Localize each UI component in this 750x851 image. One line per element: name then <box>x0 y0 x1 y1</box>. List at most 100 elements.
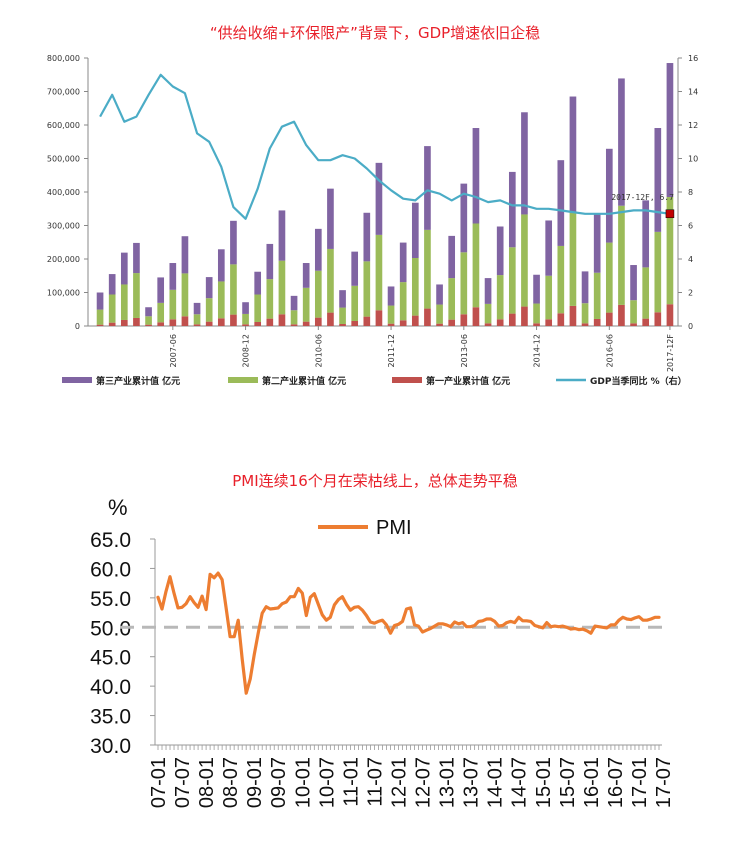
bar-tertiary <box>411 202 419 258</box>
left-tick-label: 700,000 <box>47 88 80 97</box>
bar-tertiary <box>339 290 346 308</box>
bar-tertiary <box>217 249 225 282</box>
left-tick-label: 200,000 <box>47 255 80 264</box>
bar-primary <box>96 324 104 326</box>
bar-secondary <box>205 298 213 322</box>
bar-tertiary <box>545 220 553 276</box>
bar-secondary <box>145 316 152 325</box>
bar-primary <box>145 324 152 326</box>
bar-secondary <box>242 313 249 325</box>
x-tick-label: 12-07 <box>413 757 435 808</box>
x-tick-label: 16-01 <box>581 757 603 808</box>
bar-tertiary <box>460 183 468 253</box>
bar-tertiary <box>169 263 177 290</box>
x-tick-label: 16-07 <box>605 757 627 808</box>
right-tick-label: 8 <box>688 188 693 197</box>
y-tick-label: 45.0 <box>90 647 131 670</box>
bar-tertiary <box>181 236 189 274</box>
x-tick-label: 07-01 <box>148 757 170 808</box>
bar-secondary <box>569 212 577 306</box>
y-tick-label: 30.0 <box>90 735 131 758</box>
bar-secondary <box>302 287 310 322</box>
bar-primary <box>157 322 165 326</box>
x-tick-label: 2008-12 <box>242 334 251 367</box>
bar-tertiary <box>484 278 492 304</box>
bar-secondary <box>181 273 189 317</box>
bar-secondary <box>460 252 468 315</box>
x-tick-label: 17-07 <box>653 757 675 808</box>
bar-tertiary <box>242 302 249 314</box>
bar-primary <box>205 321 213 326</box>
bar-primary <box>618 304 625 326</box>
bar-tertiary <box>120 252 128 285</box>
right-tick-label: 0 <box>688 322 693 331</box>
bar-primary <box>557 313 565 326</box>
left-tick-label: 100,000 <box>47 289 80 298</box>
bar-secondary <box>290 310 298 325</box>
bar-primary <box>242 324 249 326</box>
left-tick-label: 600,000 <box>47 121 80 130</box>
bar-tertiary <box>266 243 274 280</box>
bar-secondary <box>387 305 395 324</box>
bar-primary <box>363 316 371 326</box>
y-tick-label: 35.0 <box>90 706 131 729</box>
bar-primary <box>133 317 140 326</box>
x-tick-label: 2014-12 <box>533 334 542 367</box>
bar-secondary <box>120 284 128 320</box>
bar-secondary <box>254 294 262 322</box>
bar-tertiary <box>521 112 528 215</box>
bar-secondary <box>217 281 225 319</box>
bar-tertiary <box>666 63 674 198</box>
bar-primary <box>448 319 456 326</box>
bar-tertiary <box>618 78 625 206</box>
x-tick-label: 09-07 <box>268 757 290 808</box>
bar-primary <box>508 313 516 326</box>
bar-tertiary <box>496 226 504 276</box>
x-tick-label: 09-01 <box>244 757 266 808</box>
y-tick-label: 60.0 <box>90 558 131 581</box>
bar-secondary <box>436 304 443 324</box>
bar-primary <box>484 323 492 326</box>
bar-primary <box>654 312 662 326</box>
bar-tertiary <box>399 242 407 283</box>
x-tick-label: 2007-06 <box>169 334 178 367</box>
bar-secondary <box>605 242 613 313</box>
bar-tertiary <box>205 277 213 299</box>
bar-primary <box>545 319 553 326</box>
bar-tertiary <box>133 242 140 274</box>
bar-primary <box>302 321 310 326</box>
bar-primary <box>472 307 480 326</box>
bar-primary <box>120 319 128 326</box>
bar-secondary <box>666 197 674 305</box>
bar-primary <box>339 323 346 326</box>
bar-tertiary <box>557 160 565 246</box>
bar-secondary <box>363 261 371 317</box>
chart1-title: “供给收缩+环保限产”背景下，GDP增速依旧企稳 <box>209 24 541 42</box>
left-tick-label: 500,000 <box>47 155 80 164</box>
y-tick-label: 50.0 <box>90 617 131 640</box>
bar-primary <box>399 320 407 326</box>
bar-primary <box>605 312 613 326</box>
bar-secondary <box>278 260 286 315</box>
gdp-annotation: 2017-12F, 6.7 <box>611 193 674 202</box>
bar-tertiary <box>581 271 589 304</box>
gdp-last-point-marker <box>665 209 675 219</box>
x-tick-label: 10-07 <box>316 757 338 808</box>
bar-primary <box>278 314 286 326</box>
bar-tertiary <box>630 265 637 301</box>
x-tick-label: 17-01 <box>629 757 651 808</box>
right-tick-label: 16 <box>688 54 698 63</box>
x-tick-label: 15-01 <box>533 757 555 808</box>
bar-tertiary <box>363 212 371 262</box>
bar-tertiary <box>145 307 152 317</box>
bar-secondary <box>618 205 625 305</box>
bar-primary <box>424 308 431 326</box>
bar-primary <box>266 318 274 326</box>
bar-secondary <box>533 303 540 324</box>
y-tick-label: 65.0 <box>90 529 131 552</box>
right-tick-label: 4 <box>688 255 693 264</box>
bar-secondary <box>654 231 662 313</box>
bar-secondary <box>157 302 165 323</box>
bar-tertiary <box>108 274 116 295</box>
bar-tertiary <box>351 251 359 286</box>
